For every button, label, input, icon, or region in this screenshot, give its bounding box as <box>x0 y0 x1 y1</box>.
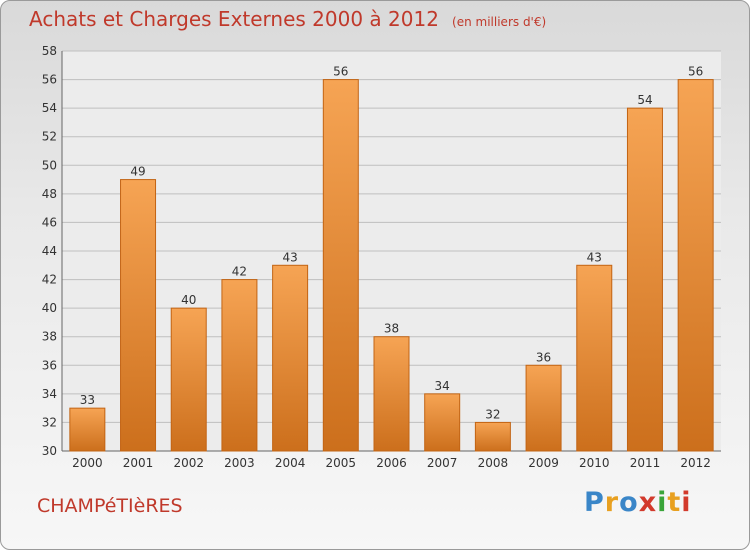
y-tick-label: 58 <box>42 44 57 58</box>
y-tick-label: 42 <box>42 273 57 287</box>
x-tick-label: 2006 <box>376 456 407 470</box>
y-tick-label: 44 <box>42 244 57 258</box>
bar <box>272 264 309 452</box>
logo-letter: t <box>667 487 682 518</box>
data-label: 42 <box>232 265 247 279</box>
chart-title: Achats et Charges Externes 2000 à 2012 (… <box>29 7 546 31</box>
bar <box>221 279 258 452</box>
data-label: 34 <box>435 379 450 393</box>
data-label: 43 <box>587 250 602 264</box>
x-tick-label: 2007 <box>427 456 458 470</box>
bar <box>120 179 157 452</box>
y-tick-label: 56 <box>42 73 57 87</box>
x-tick-label: 2011 <box>630 456 661 470</box>
data-label: 40 <box>181 293 196 307</box>
bar <box>677 79 714 452</box>
y-tick-label: 30 <box>42 444 57 458</box>
y-tick-label: 36 <box>42 358 57 372</box>
x-tick-label: 2004 <box>275 456 306 470</box>
chart-title-main: Achats et Charges Externes 2000 à 2012 <box>29 7 439 31</box>
x-tick-label: 2012 <box>680 456 711 470</box>
logo-letter: x <box>638 487 658 518</box>
bar <box>626 107 663 452</box>
data-label: 56 <box>333 65 348 79</box>
logo-letter: i <box>657 487 668 518</box>
bar <box>424 393 461 452</box>
x-tick-label: 2002 <box>173 456 204 470</box>
x-tick-label: 2010 <box>579 456 610 470</box>
proxiti-logo[interactable]: Proxiti <box>584 487 692 518</box>
data-label: 32 <box>485 407 500 421</box>
x-tick-label: 2003 <box>224 456 255 470</box>
bar <box>170 307 207 452</box>
data-label: 33 <box>80 393 95 407</box>
chart-unit: (en milliers d'€) <box>452 15 547 29</box>
x-tick-label: 2000 <box>72 456 103 470</box>
data-label: 49 <box>130 165 145 179</box>
y-tick-label: 50 <box>42 158 57 172</box>
logo-letter: r <box>604 487 620 518</box>
bar <box>322 79 359 452</box>
data-label: 38 <box>384 322 399 336</box>
y-tick-label: 38 <box>42 330 57 344</box>
x-tick-label: 2001 <box>123 456 154 470</box>
x-tick-label: 2009 <box>528 456 559 470</box>
y-tick-label: 32 <box>42 415 57 429</box>
logo-letter: P <box>584 487 605 518</box>
x-tick-label: 2008 <box>478 456 509 470</box>
y-tick-label: 52 <box>42 130 57 144</box>
data-label: 54 <box>637 93 652 107</box>
bar <box>474 421 511 452</box>
data-label: 36 <box>536 350 551 364</box>
bar <box>525 364 562 452</box>
bar <box>373 336 410 452</box>
y-tick-label: 46 <box>42 215 57 229</box>
y-tick-label: 54 <box>42 101 57 115</box>
logo-letter: i <box>681 487 692 518</box>
commune-name: CHAMPéTIèRES <box>37 495 183 517</box>
y-tick-label: 40 <box>42 301 57 315</box>
bar <box>576 264 613 452</box>
bar <box>69 407 106 452</box>
x-tick-label: 2005 <box>326 456 357 470</box>
data-label: 56 <box>688 65 703 79</box>
y-tick-label: 34 <box>42 387 57 401</box>
logo-letter: o <box>619 487 639 518</box>
data-label: 43 <box>282 250 297 264</box>
y-tick-label: 48 <box>42 187 57 201</box>
